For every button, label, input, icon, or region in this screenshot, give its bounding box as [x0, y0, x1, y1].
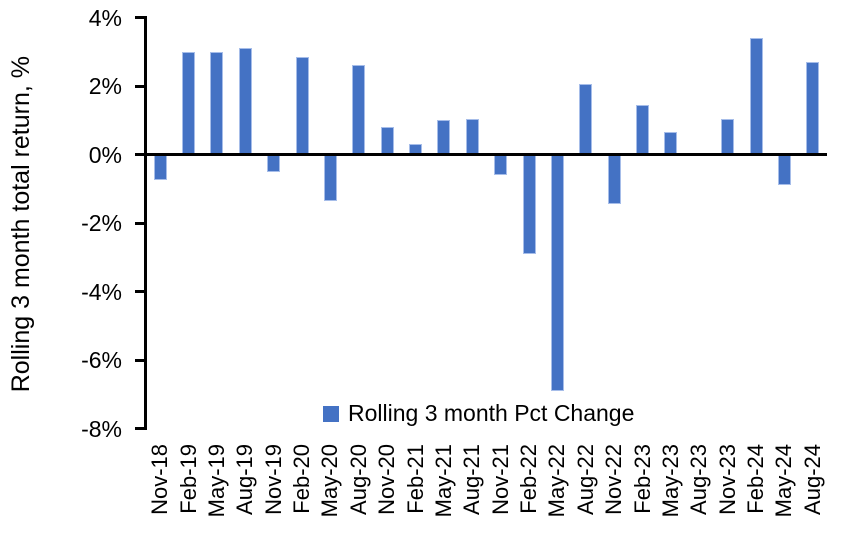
y-tick-mark	[135, 16, 144, 19]
x-tick-label: Aug-24	[799, 444, 825, 515]
x-tick-label: Feb-19	[175, 444, 201, 514]
bar-Nov-21	[494, 154, 508, 176]
x-tick-label: Feb-21	[402, 444, 428, 514]
y-tick-label: 4%	[88, 4, 122, 31]
bar-May-19	[210, 51, 224, 155]
x-tick-label: May-24	[771, 444, 797, 518]
legend-swatch-icon	[323, 405, 339, 422]
bar-Aug-20	[352, 65, 366, 155]
x-tick-label: Aug-23	[686, 444, 712, 515]
y-tick-mark	[135, 84, 144, 88]
bar-May-20	[323, 154, 337, 201]
bar-Aug-22	[579, 84, 593, 155]
bar-Feb-22	[522, 154, 536, 254]
x-tick-label: Aug-20	[345, 444, 371, 515]
y-axis-line	[144, 16, 147, 430]
bar-May-23	[664, 132, 678, 155]
y-tick-mark	[135, 153, 144, 156]
bar-Aug-21	[465, 118, 479, 155]
bar-May-21	[437, 120, 451, 155]
y-tick-label: -6%	[81, 347, 122, 373]
x-tick-label: May-19	[203, 444, 229, 518]
bar-Aug-24	[806, 62, 820, 155]
x-tick-label: Nov-22	[601, 444, 627, 515]
x-tick-label: May-23	[657, 444, 683, 518]
y-tick-label: -8%	[81, 415, 122, 442]
x-tick-label: Nov-23	[714, 444, 740, 515]
y-tick-mark	[135, 221, 144, 225]
bar-Nov-22	[607, 154, 621, 205]
legend-label: Rolling 3 month Pct Change	[348, 400, 635, 426]
x-tick-label: Nov-19	[260, 444, 286, 515]
legend: Rolling 3 month Pct Change	[323, 401, 634, 426]
bar-Aug-19	[238, 48, 252, 155]
x-axis-line	[144, 153, 827, 156]
y-axis-title: Rolling 3 month total return, %	[7, 56, 35, 393]
x-tick-label: Nov-18	[147, 444, 173, 515]
x-tick-label: Feb-23	[629, 444, 655, 514]
bar-May-24	[777, 154, 791, 186]
y-tick-mark	[135, 427, 144, 430]
y-tick-mark	[135, 358, 144, 362]
bar-Feb-24	[749, 38, 763, 155]
x-tick-label: Feb-22	[516, 444, 542, 514]
x-tick-label: Feb-20	[289, 444, 315, 514]
bar-Nov-18	[153, 154, 167, 181]
x-tick-label: May-21	[430, 444, 456, 518]
bar-Feb-20	[295, 56, 309, 155]
y-tick-label: 0%	[88, 141, 122, 168]
x-tick-label: Feb-24	[743, 444, 769, 514]
bar-Feb-19	[182, 51, 196, 155]
x-tick-label: Nov-20	[374, 444, 400, 515]
bar-Feb-23	[636, 104, 650, 155]
x-tick-label: May-22	[544, 444, 570, 518]
y-tick-label: -2%	[81, 210, 122, 236]
x-tick-label: May-20	[317, 444, 343, 518]
x-tick-label: Aug-22	[572, 444, 598, 515]
bar-Nov-23	[721, 118, 735, 155]
bar-Nov-20	[380, 127, 394, 155]
y-tick-label: 2%	[88, 73, 122, 99]
y-tick-label: -4%	[81, 278, 122, 305]
y-tick-mark	[135, 290, 144, 293]
x-tick-label: Aug-19	[232, 444, 258, 515]
x-tick-label: Nov-21	[487, 444, 513, 515]
x-tick-label: Aug-21	[459, 444, 485, 515]
bar-May-22	[550, 154, 564, 391]
bar-Nov-19	[267, 154, 281, 172]
